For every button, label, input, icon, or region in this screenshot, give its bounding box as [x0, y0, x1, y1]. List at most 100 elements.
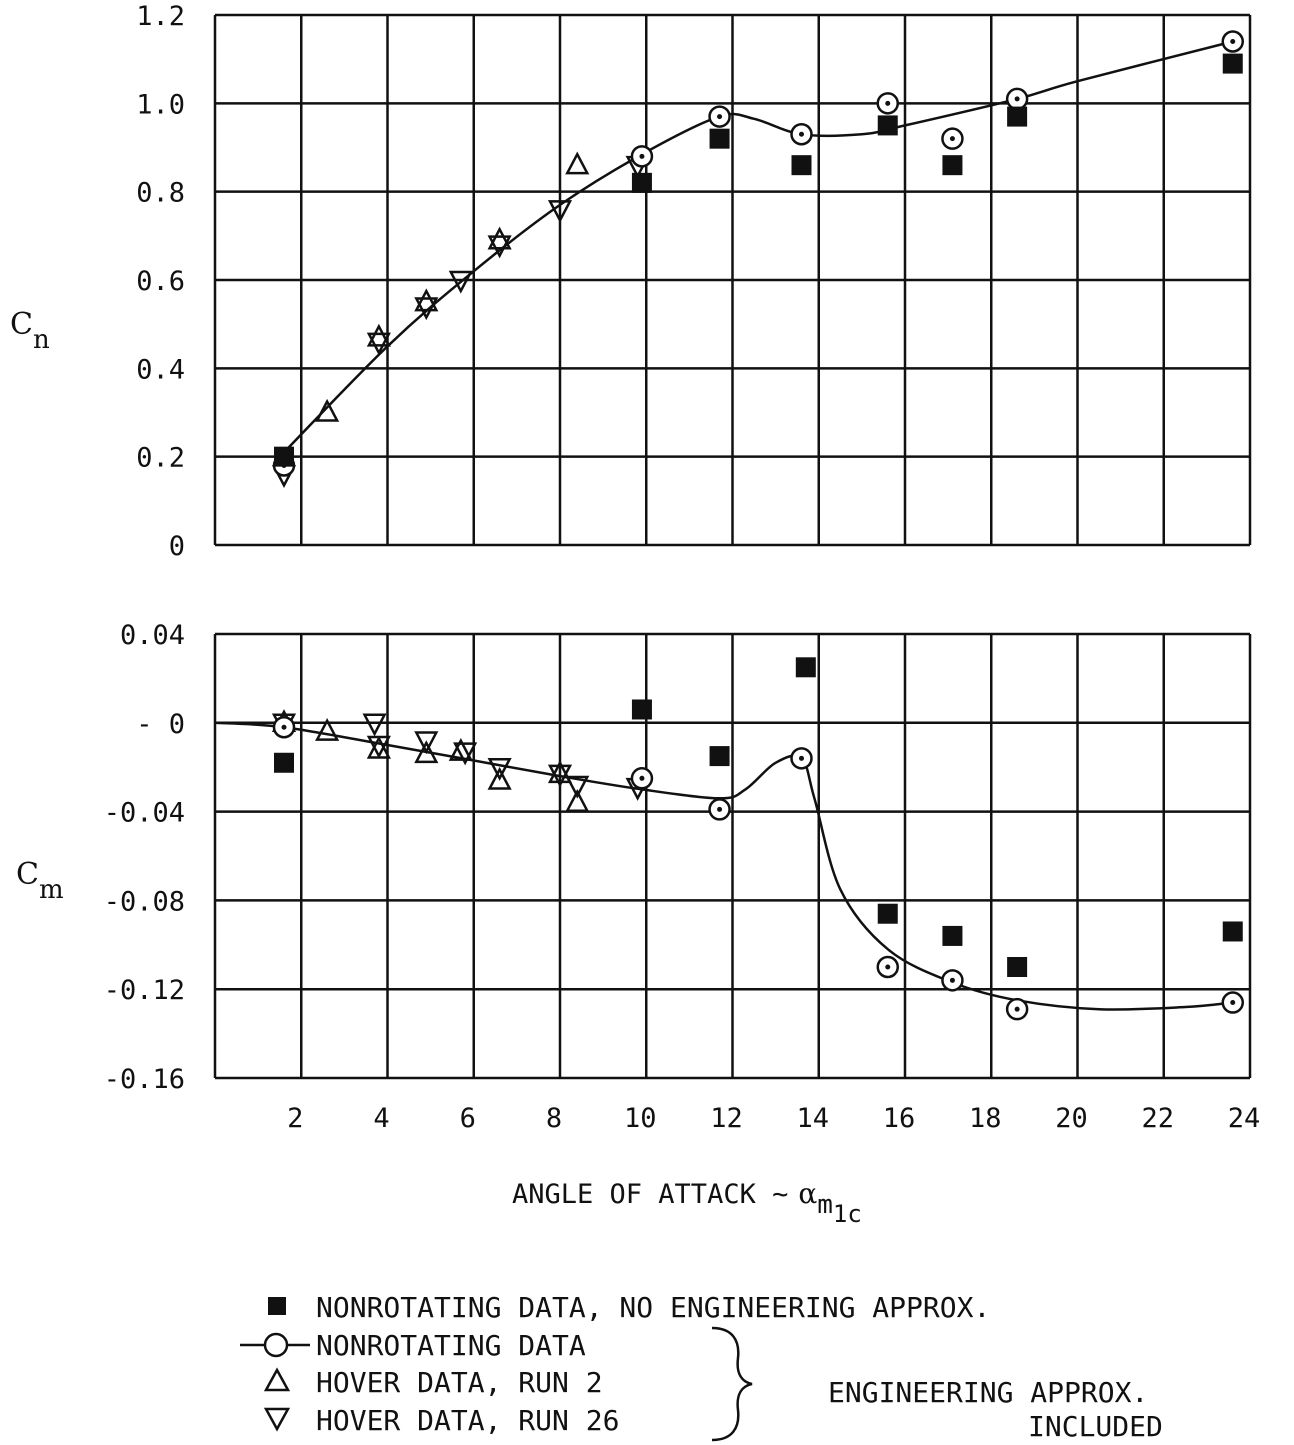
cn-grid — [213, 13, 1252, 547]
cn-y-tick-labels: 0 0.2 0.4 0.6 0.8 1.0 1.2 — [136, 1, 185, 562]
cn-data-points — [271, 30, 1244, 489]
cm-point-dotted-circle-0 — [272, 715, 296, 739]
x-tick-label-8: 8 — [546, 1103, 562, 1134]
cm-point-dotted-circle-2 — [708, 798, 731, 821]
cn-point-dotted-circle-5 — [941, 127, 964, 150]
cm-fit-curve — [214, 721, 1233, 1011]
cm-point-triangle-down-4 — [453, 742, 478, 766]
cm-y-tick-label-4: -0.12 — [104, 975, 185, 1006]
cm-point-filled-square-2 — [709, 746, 730, 767]
cm-point-filled-square-7 — [1222, 921, 1243, 942]
cn-point-triangle-up-0 — [315, 398, 340, 422]
cn-point-dotted-circle-2 — [708, 105, 731, 128]
cm-point-filled-square-4 — [877, 903, 898, 924]
cn-point-triangle-down-3 — [448, 270, 473, 294]
cm-y-tick-label-1: - 0 — [136, 709, 185, 740]
cn-y-tick-label-6: 1.2 — [136, 1, 185, 32]
cm-point-triangle-up-7 — [565, 789, 590, 812]
cm-y-tick-label-0: 0.04 — [120, 620, 185, 651]
cn-point-dotted-circle-7 — [1221, 30, 1244, 53]
cm-point-triangle-down-3 — [414, 731, 439, 755]
cm-y-tick-label-5: -0.16 — [104, 1064, 185, 1095]
cm-axis-label: Cm — [16, 857, 64, 905]
cn-point-filled-square-2 — [709, 128, 730, 149]
x-tick-label-14: 14 — [796, 1103, 829, 1134]
cm-point-dotted-circle-3 — [790, 747, 813, 770]
cm-point-triangle-up-3 — [414, 740, 439, 764]
x-tick-label-2: 2 — [287, 1103, 303, 1134]
legend-marker-triangle-up — [263, 1367, 291, 1392]
x-tick-label-10: 10 — [624, 1103, 657, 1134]
cn-y-tick-label-5: 1.0 — [136, 89, 185, 120]
cn-panel: 0 0.2 0.4 0.6 0.8 1.0 1.2 Cn — [10, 1, 1252, 562]
cn-point-triangle-down-5 — [547, 200, 573, 224]
cn-point-triangle-up-1 — [366, 323, 391, 347]
legend-label-nonrotating-no-approx: NONROTATING DATA, NO ENGINEERING APPROX. — [316, 1291, 990, 1324]
cm-point-triangle-up-1 — [315, 717, 340, 741]
legend-marker-circle — [263, 1332, 289, 1358]
x-tick-label-24: 24 — [1228, 1103, 1261, 1134]
cn-point-triangle-down-2 — [414, 297, 439, 321]
cm-point-triangle-down-6 — [547, 764, 573, 788]
cn-point-filled-square-0 — [274, 446, 294, 467]
legend-brace — [711, 1326, 753, 1442]
x-tick-label-22: 22 — [1141, 1103, 1174, 1134]
cn-point-triangle-up-3 — [487, 226, 512, 250]
legend-bracket-note-line2: INCLUDED — [1028, 1410, 1163, 1443]
x-tick-label-12: 12 — [710, 1103, 743, 1134]
cm-point-dotted-circle-1 — [630, 767, 654, 790]
cn-point-filled-square-6 — [1007, 106, 1028, 127]
x-tick-labels: 2 4 6 8 10 12 14 16 18 20 22 24 — [287, 1103, 1260, 1134]
cn-point-dotted-circle-6 — [1005, 87, 1029, 111]
cm-point-dotted-circle-5 — [941, 969, 964, 992]
legend-label-hover-run-2: HOVER DATA, RUN 2 — [316, 1366, 603, 1399]
cn-y-tick-label-2: 0.4 — [136, 354, 185, 385]
cm-point-filled-square-0 — [274, 752, 294, 773]
cm-point-triangle-down-1 — [362, 713, 387, 737]
cn-y-tick-label-0: 0 — [169, 531, 185, 562]
x-tick-label-4: 4 — [373, 1103, 389, 1134]
cn-y-tick-label-4: 0.8 — [136, 178, 185, 209]
x-tick-label-20: 20 — [1055, 1103, 1088, 1134]
cm-panel: 0.04- 0-0.04-0.08-0.12-0.16 2 4 6 8 10 12 14 16… — [16, 620, 1260, 1228]
cm-point-triangle-up-4 — [448, 737, 473, 761]
cm-point-filled-square-1 — [631, 699, 652, 720]
cm-point-triangle-down-2 — [366, 735, 391, 759]
legend-marker-filled-square — [268, 1297, 286, 1315]
cn-point-filled-square-4 — [877, 115, 898, 136]
cn-point-triangle-up-4 — [565, 151, 590, 175]
x-tick-label-16: 16 — [883, 1103, 916, 1134]
cn-point-filled-square-5 — [942, 155, 963, 176]
cn-point-filled-square-7 — [1222, 53, 1243, 74]
cm-data-points — [271, 657, 1244, 1021]
x-tick-label-18: 18 — [969, 1103, 1002, 1134]
cn-axis-label: Cn — [10, 307, 50, 355]
cn-point-filled-square-1 — [631, 172, 652, 193]
cm-point-triangle-up-5 — [487, 766, 512, 790]
cm-y-tick-label-2: -0.04 — [104, 798, 185, 829]
cm-point-filled-square-6 — [1007, 957, 1028, 977]
cn-point-dotted-circle-4 — [876, 92, 899, 115]
x-tick-label-6: 6 — [460, 1103, 476, 1134]
cm-point-dotted-circle-4 — [876, 955, 899, 979]
cn-point-triangle-down-1 — [366, 332, 391, 356]
cm-point-triangle-down-7 — [565, 775, 590, 799]
cm-point-filled-square-5 — [942, 925, 963, 946]
cm-point-triangle-down-5 — [487, 757, 512, 781]
cn-point-triangle-up-2 — [414, 288, 439, 312]
legend-label-nonrotating: NONROTATING DATA — [316, 1329, 586, 1362]
cm-grid — [213, 632, 1252, 1080]
cm-point-filled-square-3 — [795, 657, 816, 678]
cn-point-dotted-circle-1 — [630, 145, 654, 168]
cm-y-tick-label-3: -0.08 — [104, 886, 185, 917]
legend-bracket-note-line1: ENGINEERING APPROX. — [828, 1376, 1148, 1409]
cn-y-tick-label-3: 0.6 — [136, 266, 185, 297]
cm-point-triangle-up-6 — [547, 760, 573, 784]
cn-y-tick-label-1: 0.2 — [136, 443, 185, 474]
cm-point-dotted-circle-7 — [1221, 991, 1244, 1014]
cm-y-tick-labels: 0.04 - 0 -0.04 -0.08 -0.12 -0.16 — [104, 620, 185, 1095]
legend-label-hover-run-26: HOVER DATA, RUN 26 — [316, 1404, 619, 1437]
cn-point-dotted-circle-3 — [790, 123, 813, 146]
x-axis-title: ANGLE OF ATTACK ~ αm1c — [512, 1177, 862, 1228]
